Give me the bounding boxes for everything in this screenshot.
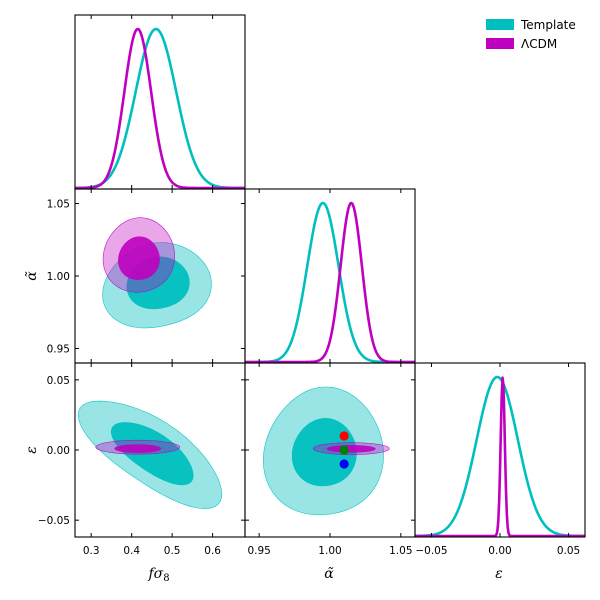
y-axis-label-alpha: α̃ bbox=[24, 271, 40, 281]
xtick-label-fs8-1: 0.4 bbox=[123, 545, 140, 557]
panel-frame-r0-c0 bbox=[74, 14, 246, 190]
marker-point-0 bbox=[339, 431, 349, 441]
xtick-label-eps-0: −0.05 bbox=[415, 545, 447, 557]
xtick-label-eps-2: 0.05 bbox=[557, 545, 580, 557]
legend-label-lcdm: ΛCDM bbox=[521, 37, 557, 51]
xtick-label-alpha-1: 1.00 bbox=[318, 545, 341, 557]
ytick-label-eps-1: 0.00 bbox=[47, 445, 70, 457]
legend-label-template: Template bbox=[520, 18, 576, 32]
legend: Template ΛCDM bbox=[486, 18, 576, 51]
marginal-curve-eps-lcdm bbox=[414, 376, 586, 538]
marginal-curve-alpha-lcdm bbox=[244, 201, 416, 364]
xtick-label-eps-1: 0.00 bbox=[488, 545, 511, 557]
xtick-label-fs8-0: 0.3 bbox=[83, 545, 100, 557]
x-axis-label-eps: ε bbox=[495, 566, 503, 582]
contour-layer bbox=[77, 217, 390, 516]
fs8-label-subscript: 8 bbox=[163, 573, 169, 584]
ticks-layer: 0.3 0.4 0.5 0.6 0.95 1.00 1.05 −0.05 0.00 0.050.9… bbox=[38, 15, 580, 557]
contour-1sigma-lcdm-alpha-fs8 bbox=[118, 236, 160, 280]
ytick-label-alpha-1: 1.00 bbox=[47, 271, 70, 283]
xtick-label-alpha-2: 1.05 bbox=[389, 545, 412, 557]
ytick-label-eps-2: 0.05 bbox=[47, 375, 70, 387]
fs8-label-prefix: fσ bbox=[147, 566, 163, 582]
marginal-curve-fs8-lcdm bbox=[74, 27, 246, 190]
ytick-label-alpha-0: 0.95 bbox=[47, 344, 70, 356]
marker-point-2 bbox=[339, 459, 349, 469]
y-axis-label-eps: ε bbox=[24, 446, 40, 454]
ytick-label-alpha-2: 1.05 bbox=[47, 199, 70, 211]
marginal-curve-eps-template bbox=[414, 375, 586, 538]
x-axis-label-alpha: α̃ bbox=[324, 566, 334, 582]
contour-1sigma-lcdm-eps-fs8 bbox=[114, 444, 162, 453]
marker-point-1 bbox=[339, 445, 349, 455]
marginal-curve-fs8-template bbox=[74, 27, 246, 190]
xtick-label-alpha-0: 0.95 bbox=[247, 545, 270, 557]
marginal-curves-layer bbox=[74, 27, 586, 538]
contour-1sigma-lcdm-eps-alpha bbox=[326, 445, 376, 453]
ytick-label-eps-0: −0.05 bbox=[38, 515, 70, 527]
legend-swatch-lcdm bbox=[486, 38, 514, 49]
x-axis-label-fs8: fσ8 bbox=[147, 566, 169, 584]
xtick-label-fs8-2: 0.5 bbox=[164, 545, 181, 557]
xtick-label-fs8-3: 0.6 bbox=[204, 545, 221, 557]
legend-swatch-template bbox=[486, 19, 514, 30]
